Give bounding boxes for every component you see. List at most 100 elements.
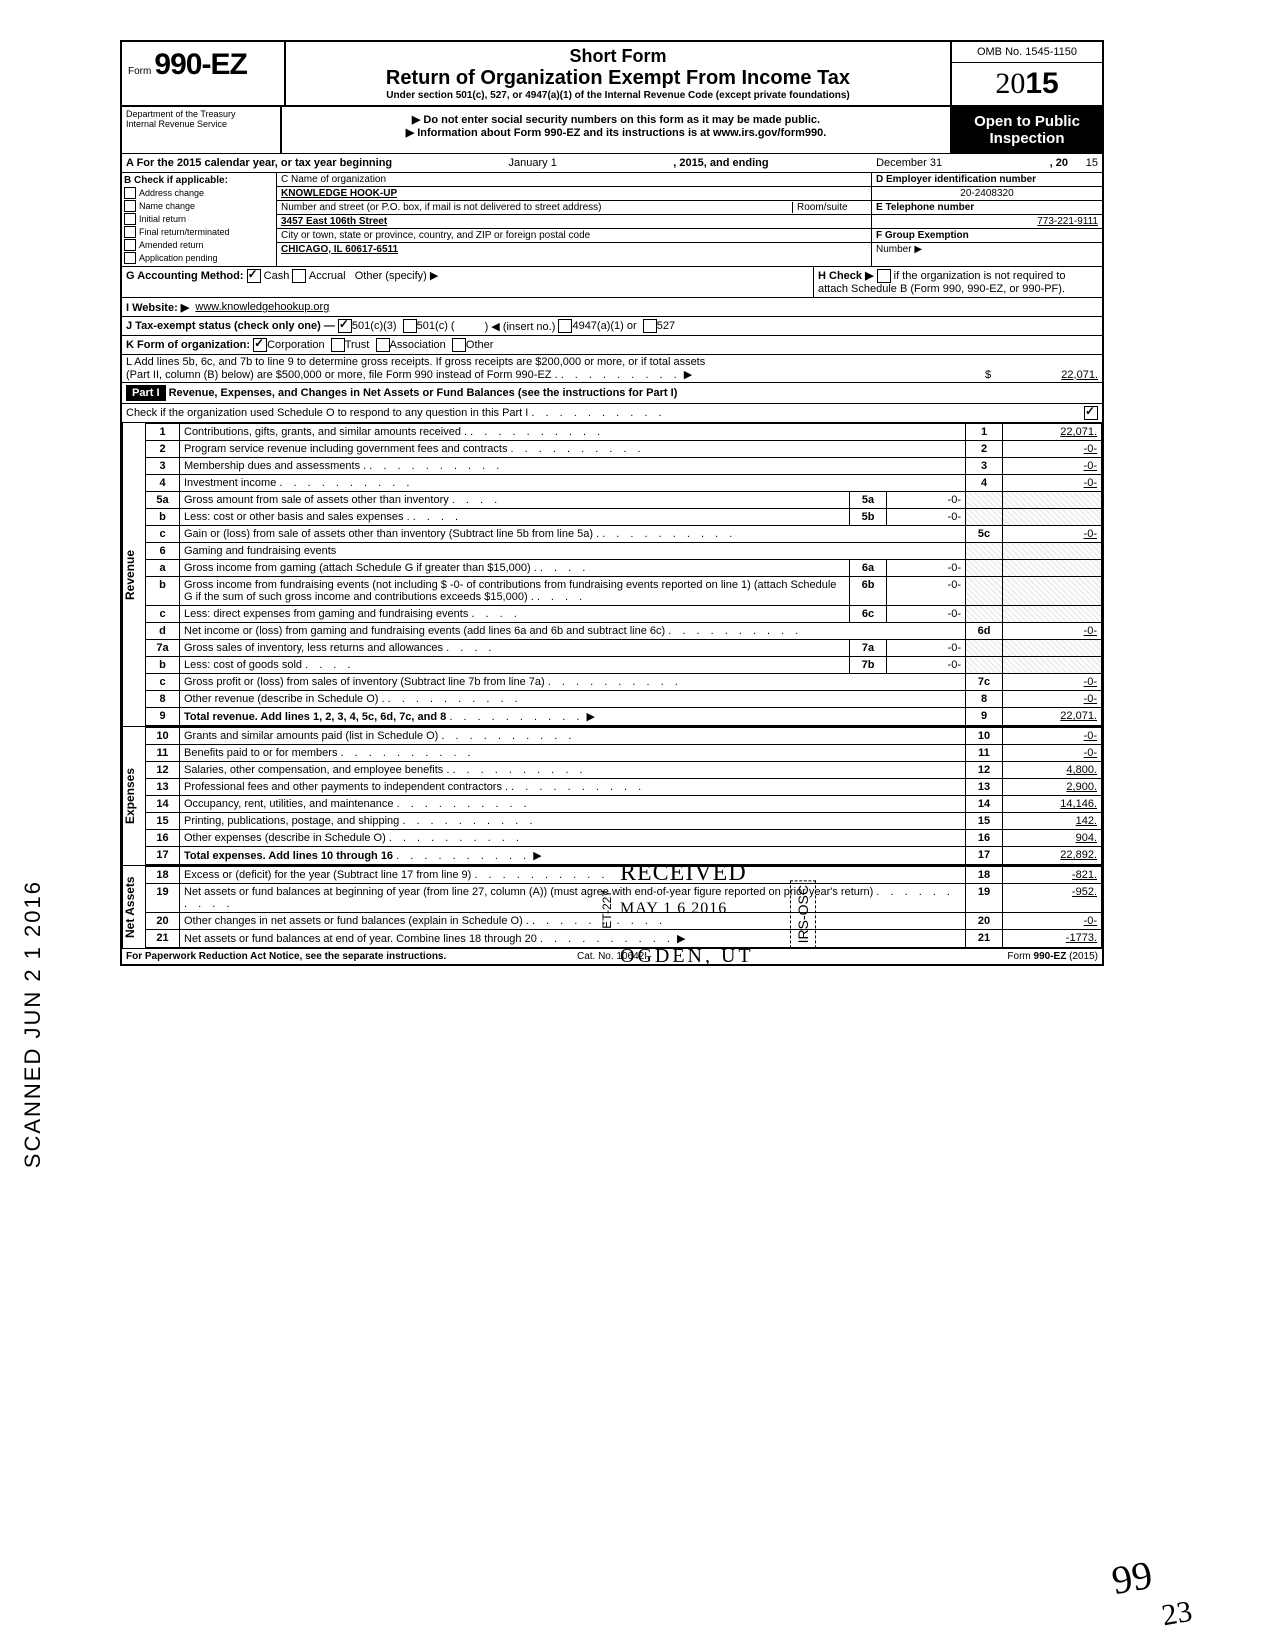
check-cash[interactable] [247,269,261,283]
shaded-cell [1003,509,1102,526]
line-number: 12 [146,762,180,779]
line-number: 9 [146,708,180,726]
check-527[interactable] [643,319,657,333]
subline-label: 6c [850,606,887,623]
line-amount: 22,071. [1003,424,1102,441]
line-col: 21 [966,930,1003,948]
check-association[interactable] [376,338,390,352]
check-schedule-o[interactable] [1084,406,1098,420]
table-row: aGross income from gaming (attach Schedu… [146,560,1102,577]
check-4947[interactable] [558,319,572,333]
line-description: Gross sales of inventory, less returns a… [180,640,850,657]
line-description: Other revenue (describe in Schedule O) .… [180,691,966,708]
line-a: A For the 2015 calendar year, or tax yea… [122,154,1102,173]
shaded-cell [1003,640,1102,657]
received-location: OGDEN, UT [620,945,754,968]
netassets-label: Net Assets [122,866,145,948]
check-accrual[interactable] [292,269,306,283]
part1-header: Part I Revenue, Expenses, and Changes in… [122,383,1102,404]
line-col: 10 [966,728,1003,745]
line-description: Occupancy, rent, utilities, and maintena… [180,796,966,813]
org-name: KNOWLEDGE HOOK-UP [277,187,871,201]
part1-check: Check if the organization used Schedule … [122,404,1102,423]
table-row: bLess: cost of goods sold . . . .7b-0- [146,657,1102,674]
table-row: 15Printing, publications, postage, and s… [146,813,1102,830]
line-col: 2 [966,441,1003,458]
line-number: b [146,657,180,674]
check-amended-return[interactable]: Amended return [124,238,274,251]
table-row: 14Occupancy, rent, utilities, and mainte… [146,796,1102,813]
line-description: Gross profit or (loss) from sales of inv… [180,674,966,691]
check-application-pending[interactable]: Application pending [124,251,274,264]
line-amount: -0- [1003,475,1102,492]
table-row: bGross income from fundraising events (n… [146,577,1102,606]
line-l: L Add lines 5b, 6c, and 7b to line 9 to … [122,355,1102,383]
check-name-change[interactable]: Name change [124,199,274,212]
line-amount: -0- [1003,728,1102,745]
section-b: B Check if applicable: Address change Na… [122,173,277,266]
revenue-label: Revenue [122,423,145,726]
form-prefix: Form [128,66,151,77]
check-address-change[interactable]: Address change [124,186,274,199]
table-row: 12Salaries, other compensation, and empl… [146,762,1102,779]
omb-number: OMB No. 1545-1150 [952,42,1102,63]
line-col: 3 [966,458,1003,475]
line-amount: 22,892. [1003,847,1102,865]
check-501c[interactable] [403,319,417,333]
footer-left: For Paperwork Reduction Act Notice, see … [126,951,450,962]
title-line1: Short Form [294,46,942,67]
shaded-cell [1003,606,1102,623]
line-col: 7c [966,674,1003,691]
tax-year: 2015 [952,63,1102,105]
gross-receipts: 22,071. [998,369,1098,381]
line-description: Printing, publications, postage, and shi… [180,813,966,830]
received-stamp: RECEIVED [620,860,747,887]
subline-amount: -0- [887,560,966,577]
line-amount: -0- [1003,674,1102,691]
check-trust[interactable] [331,338,345,352]
shaded-cell [1003,492,1102,509]
table-row: 11Benefits paid to or for members . . . … [146,745,1102,762]
check-schedule-b[interactable] [877,269,891,283]
line-number: 13 [146,779,180,796]
line-col: 15 [966,813,1003,830]
table-row: 6Gaming and fundraising events [146,543,1102,560]
shaded-cell [966,577,1003,606]
check-corporation[interactable] [253,338,267,352]
line-number: b [146,509,180,526]
line-description: Salaries, other compensation, and employ… [180,762,966,779]
line-col: 8 [966,691,1003,708]
subline-amount: -0- [887,657,966,674]
line-number: 19 [146,884,180,913]
line-number: 4 [146,475,180,492]
table-row: dNet income or (loss) from gaming and fu… [146,623,1102,640]
line-amount: -1773. [1003,930,1102,948]
line-col: 20 [966,913,1003,930]
check-501c3[interactable] [338,319,352,333]
check-final-return[interactable]: Final return/terminated [124,225,274,238]
line-i: I Website: ▶ www.knowledgehookup.org [122,298,1102,317]
line-description: Less: direct expenses from gaming and fu… [180,606,850,623]
line-description: Net assets or fund balances at beginning… [180,884,966,913]
table-row: bLess: cost or other basis and sales exp… [146,509,1102,526]
phone-label: E Telephone number [872,201,1102,215]
subline-label: 7b [850,657,887,674]
title-line3: Under section 501(c), 527, or 4947(a)(1)… [294,90,942,101]
line-amount: -952. [1003,884,1102,913]
line-col: 4 [966,475,1003,492]
city-label: City or town, state or province, country… [277,229,871,243]
shaded-cell [1003,577,1102,606]
line-description: Total expenses. Add lines 10 through 16 … [180,847,966,865]
expenses-label: Expenses [122,727,145,865]
shaded-cell [966,657,1003,674]
line-col: 18 [966,867,1003,884]
expenses-section: Expenses 10Grants and similar amounts pa… [122,727,1102,866]
irs-osc-stamp: IRS-OSC [790,880,816,948]
scanned-stamp: SCANNED JUN 2 1 2016 [20,880,46,1168]
table-row: 8Other revenue (describe in Schedule O) … [146,691,1102,708]
check-initial-return[interactable]: Initial return [124,212,274,225]
line-description: Less: cost of goods sold . . . . [180,657,850,674]
footer-right: Form 990-EZ (2015) [774,951,1098,962]
check-other-org[interactable] [452,338,466,352]
line-number: 20 [146,913,180,930]
